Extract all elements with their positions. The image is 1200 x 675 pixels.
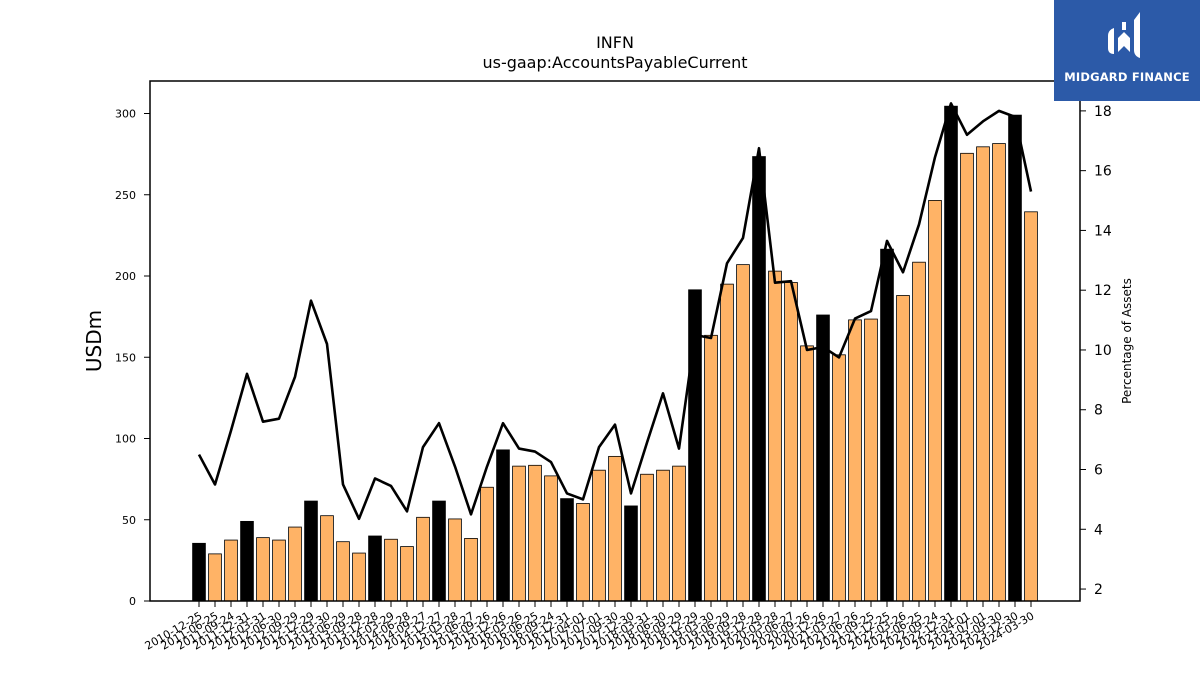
y2-tick-label: 18	[1094, 104, 1112, 120]
bar-2023-04-01	[960, 152, 974, 602]
bar-2021-06-26	[848, 319, 862, 602]
bar-2012-06-30	[272, 539, 286, 602]
y2-tick-label: 4	[1094, 522, 1103, 538]
y2-tick-label: 16	[1094, 164, 1112, 180]
bar-2017-07-01	[592, 469, 606, 602]
y-tick-label: 100	[115, 433, 136, 446]
bar-2013-03-30	[320, 515, 334, 602]
bar-2020-06-27	[784, 282, 798, 602]
y2-tick-label: 8	[1094, 403, 1103, 419]
chart-title: INFN	[596, 33, 634, 52]
x-ticks: 2010-12-252011-06-252011-09-242011-12-31…	[143, 601, 1037, 653]
y-tick-label: 250	[115, 189, 136, 202]
bar-2019-12-28	[752, 156, 766, 602]
y-tick-label: 50	[122, 514, 136, 527]
bar-2017-04-01	[576, 503, 590, 602]
bar-2020-09-26	[800, 345, 814, 602]
bar-2014-09-27	[416, 516, 430, 602]
plot-frame	[149, 80, 1081, 602]
y-tick-label: 200	[115, 270, 136, 283]
bar-2023-07-01	[976, 146, 990, 602]
logo-text: MIDGARD FINANCE	[1064, 70, 1190, 84]
bar-2021-12-25	[880, 248, 894, 602]
bar-2020-03-28	[768, 270, 782, 602]
bar-2021-03-27	[832, 354, 846, 602]
bar-2010-12-25	[192, 542, 206, 602]
y2-tick-label: 10	[1094, 343, 1112, 359]
bar-2022-12-31	[944, 105, 958, 602]
bar-2015-03-28	[448, 518, 462, 602]
bar-2013-12-28	[368, 535, 382, 602]
logo: MIDGARD FINANCE	[1054, 0, 1200, 101]
bar-2012-09-29	[288, 526, 302, 602]
y2-tick-label: 12	[1094, 283, 1112, 299]
bar-2020-12-26	[816, 314, 830, 602]
bar-2019-09-28	[736, 264, 750, 602]
bar-2022-09-24	[928, 200, 942, 602]
bar-2016-06-25	[528, 464, 542, 602]
bar-2018-09-29	[672, 465, 686, 602]
bar-2013-06-29	[336, 541, 350, 602]
bar-2011-06-25	[208, 553, 222, 602]
bar-2017-12-30	[624, 505, 638, 602]
bar-2014-03-29	[384, 538, 398, 602]
y2-tick-label: 2	[1094, 582, 1103, 598]
line-group	[197, 102, 1033, 521]
bar-2015-06-27	[464, 538, 478, 602]
bar-2022-03-26	[896, 295, 910, 602]
logo-mark-icon	[1108, 12, 1140, 58]
bar-2012-03-31	[256, 537, 270, 602]
bar-2019-03-30	[704, 334, 718, 602]
y-tick-label: 0	[129, 595, 136, 608]
bar-2016-09-24	[544, 475, 558, 602]
bar-2015-09-26	[480, 486, 494, 602]
bar-2013-09-28	[352, 552, 366, 602]
bar-2011-09-24	[224, 539, 238, 602]
bar-2017-09-30	[608, 455, 622, 602]
bar-2023-09-30	[992, 143, 1006, 602]
y2-tick-label: 14	[1094, 223, 1112, 239]
y-tick-label: 150	[115, 351, 136, 364]
y2-tick-label: 6	[1094, 463, 1103, 479]
bar-2021-09-25	[864, 318, 878, 602]
bar-2016-03-26	[512, 465, 526, 602]
bar-2011-12-31	[240, 520, 254, 602]
chart-subtitle: us-gaap:AccountsPayableCurrent	[482, 53, 747, 72]
bar-2018-03-31	[640, 473, 654, 602]
bar-2022-06-25	[912, 261, 926, 602]
bar-2015-12-26	[496, 449, 510, 602]
y2-ticks: 2 4 6 8 10 12 14 16 18	[1080, 104, 1112, 598]
bar-2018-06-30	[656, 469, 670, 602]
bar-2019-06-29	[720, 283, 734, 602]
bar-2014-12-27	[432, 500, 446, 602]
bar-2024-03-30	[1024, 211, 1038, 602]
bar-2023-12-30	[1008, 114, 1022, 602]
bars-group	[192, 105, 1038, 602]
bar-2012-12-29	[304, 500, 318, 602]
bar-2014-06-28	[400, 546, 414, 602]
y-tick-label: 300	[115, 108, 136, 121]
bar-2016-12-31	[560, 498, 574, 602]
y-ticks: 0 50 100 150 200 250 300	[115, 108, 150, 608]
y-axis-label: USDm	[82, 310, 106, 372]
percentage-of-assets-line	[197, 102, 1033, 521]
y2-axis-label: Percentage of Assets	[1120, 278, 1134, 404]
